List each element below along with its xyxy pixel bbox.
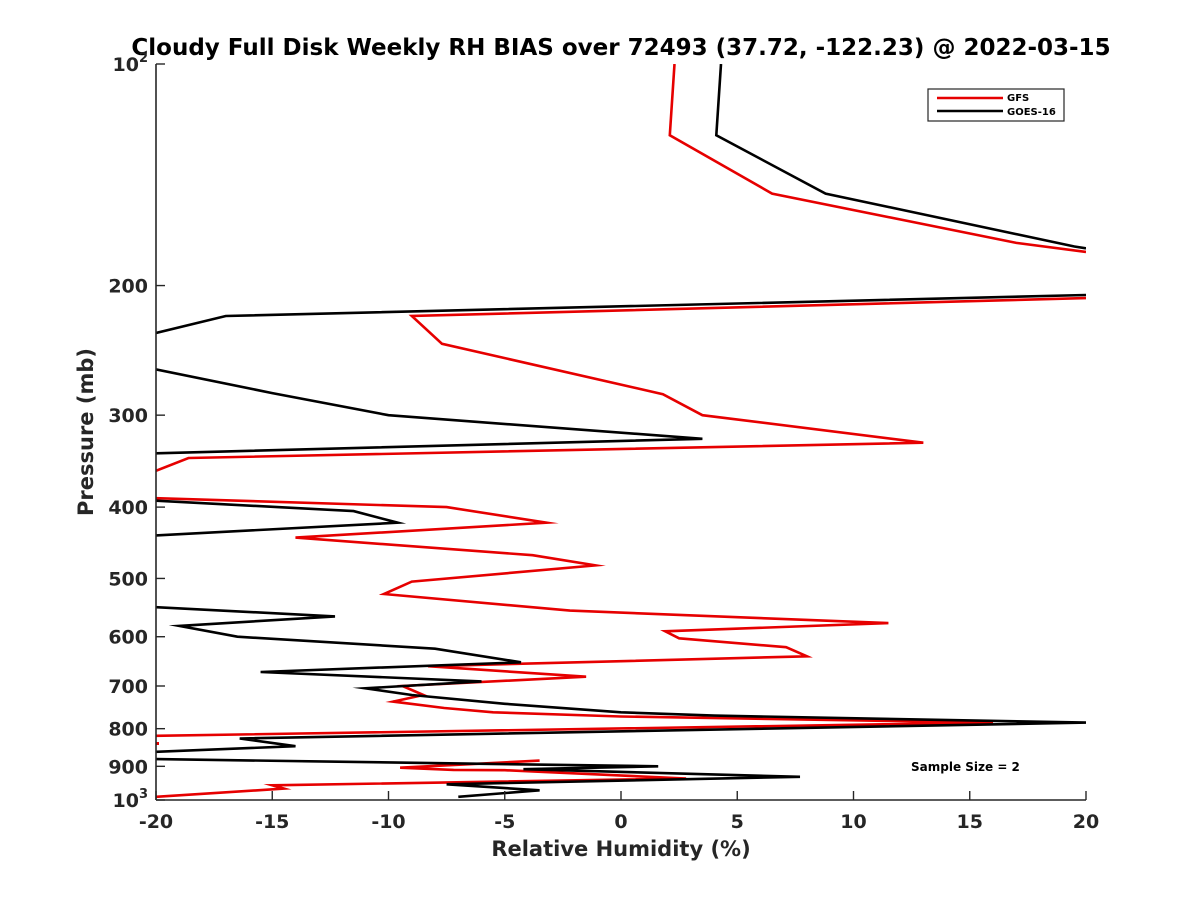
series-line-segment	[156, 296, 1086, 473]
x-tick-label: -15	[255, 811, 289, 833]
legend: GFS GOES-16	[927, 88, 1065, 122]
x-axis-label: Relative Humidity (%)	[491, 837, 750, 861]
y-tick-label: 500	[108, 568, 148, 590]
x-tick-label: -5	[494, 811, 515, 833]
legend-box	[927, 88, 1065, 122]
sample-size-annotation: Sample Size = 2	[911, 760, 1020, 774]
y-tick-label: 103	[113, 787, 149, 812]
series-layer	[156, 64, 1086, 799]
series-line-segment	[714, 64, 1086, 250]
series-gfs	[156, 64, 1086, 799]
series-line-segment	[156, 499, 407, 537]
series-line-segment	[156, 368, 703, 455]
series-line-segment	[668, 64, 1086, 254]
chart-title: Cloudy Full Disk Weekly RH BIAS over 724…	[131, 35, 1110, 61]
y-tick-label: 300	[108, 405, 148, 427]
x-tick-label: 20	[1073, 811, 1099, 833]
y-tick-label: 800	[108, 719, 148, 741]
x-tick-label: 10	[840, 811, 866, 833]
y-tick-label: 600	[108, 627, 148, 649]
y-tick-label: 200	[108, 276, 148, 298]
y-tick-label: 700	[108, 676, 148, 698]
legend-label-goes16: GOES-16	[1007, 107, 1056, 118]
series-line-segment	[156, 496, 994, 738]
x-tick-label: 15	[957, 811, 983, 833]
y-axis-label: Pressure (mb)	[74, 348, 98, 516]
legend-label-gfs: GFS	[1007, 93, 1029, 104]
series-line-segment	[156, 605, 1086, 754]
series-goes-16	[156, 64, 1086, 799]
y-tick-label: 102	[113, 51, 149, 76]
series-line-segment	[156, 757, 801, 799]
series-line-segment	[156, 293, 1086, 335]
x-tick-label: -20	[139, 811, 173, 833]
x-tick-label: 5	[731, 811, 744, 833]
series-line-segment	[156, 759, 687, 799]
y-ticks: 102 200 300 400 500 600 700 800 900 103	[108, 51, 165, 812]
x-ticks: -20 -15 -10 -5 0 5 10 15 20	[139, 791, 1099, 833]
y-tick-label: 900	[108, 756, 148, 778]
x-tick-label: 0	[614, 811, 627, 833]
x-tick-label: -10	[371, 811, 405, 833]
y-tick-label: 400	[108, 497, 148, 519]
